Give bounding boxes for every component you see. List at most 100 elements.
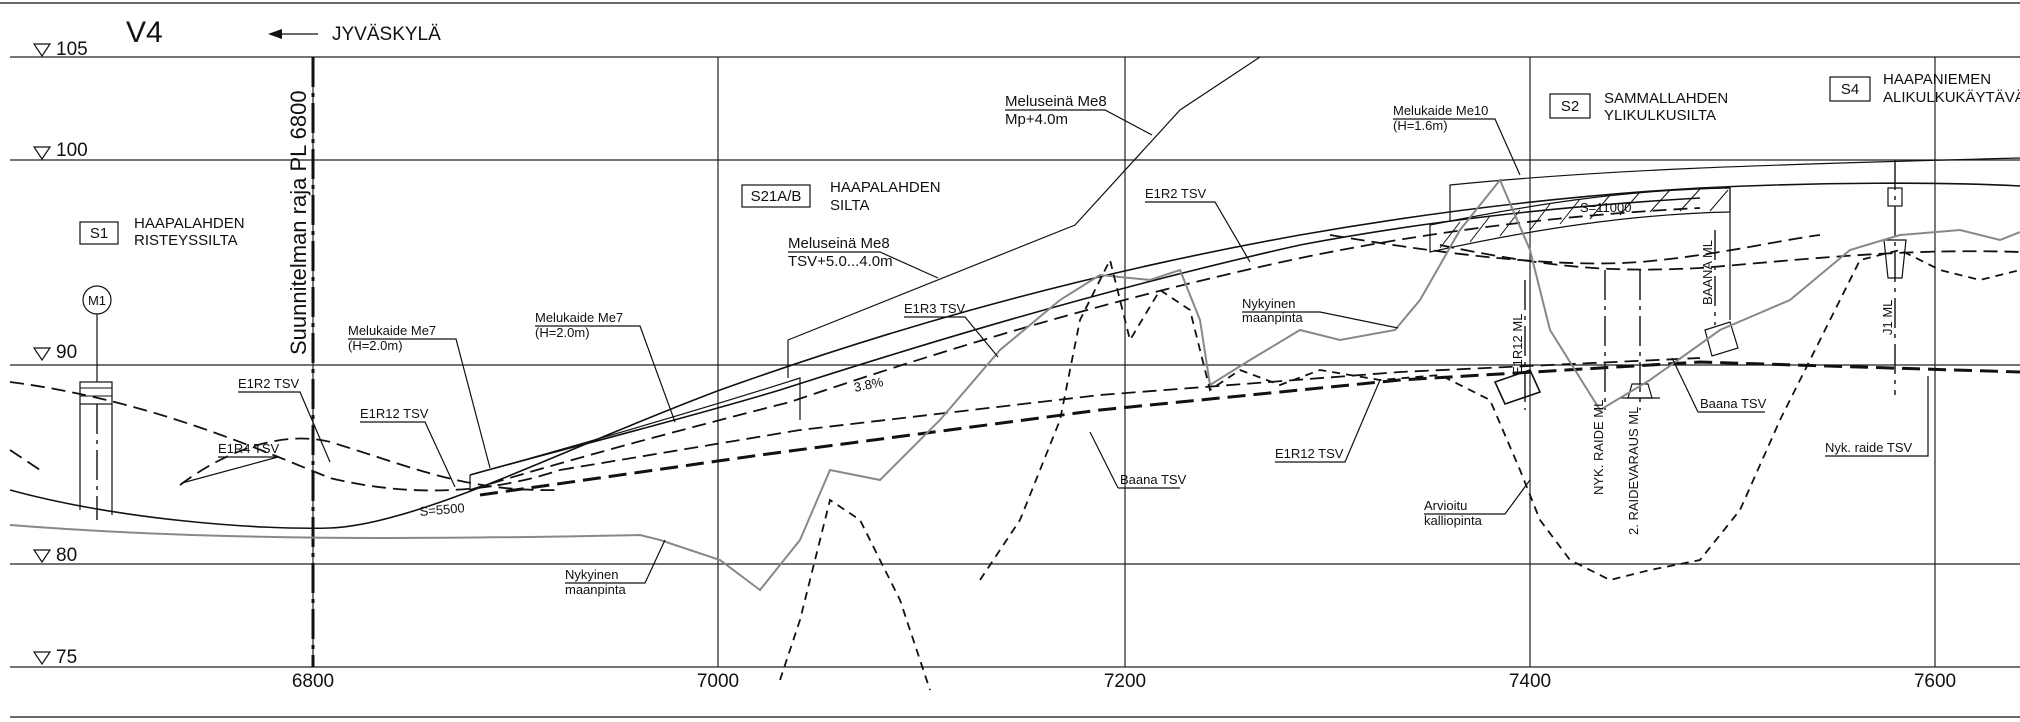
svg-text:maanpinta: maanpinta [565,582,626,597]
label-e1r2-right: E1R2 TSV [1145,186,1251,263]
svg-text:Mp+4.0m: Mp+4.0m [1005,111,1068,128]
svg-text:105: 105 [56,39,88,60]
structure-s4: S4 HAAPANIEMEN ALIKULKUKÄYTÄVÄ [1829,71,2020,106]
label-e1r12-left: E1R12 TSV [360,406,456,488]
road-profile-dash [469,207,1701,491]
label-raidevaraus-ml: 2. RAIDEVARAUS ML [1626,407,1641,535]
svg-text:Baana TSV: Baana TSV [1120,472,1187,487]
label-e1r3: E1R3 TSV [904,301,999,358]
label-baana-ml: BAANA ML [1700,240,1715,305]
svg-text:S1: S1 [90,225,108,242]
rock-surface-line [779,249,2020,691]
label-nyk-raide-ml: NYK. RAIDE ML [1591,400,1606,495]
svg-text:E1R2 TSV: E1R2 TSV [1145,186,1207,201]
label-ground-right: Nykyinen maanpinta [1242,296,1399,329]
label-me7a: Melukaide Me7 (H=2.0m) [348,323,491,469]
svg-text:HAAPALAHDEN: HAAPALAHDEN [830,179,941,196]
svg-text:HAAPANIEMEN: HAAPANIEMEN [1883,71,1991,88]
svg-text:TSV+5.0...4.0m: TSV+5.0...4.0m [788,253,893,270]
label-e1r2-left: E1R2 TSV [238,376,331,463]
e1r12-dash-profile [559,357,1701,471]
svg-text:E1R12 TSV: E1R12 TSV [360,406,429,421]
label-e1r12-right: E1R12 TSV [1275,379,1381,463]
e1r2-right-dash [1439,244,2020,271]
svg-text:SAMMALLAHDEN: SAMMALLAHDEN [1604,90,1728,107]
svg-text:80: 80 [56,545,77,566]
svg-text:E1R3 TSV: E1R3 TSV [904,301,966,316]
svg-text:Nyk. raide TSV: Nyk. raide TSV [1825,440,1913,455]
svg-text:100: 100 [56,140,88,161]
level-marker-105: 105 [32,39,88,60]
left-edge-dash [9,449,41,471]
direction-label: JYVÄSKYLÄ [332,24,441,45]
label-baana-tsv: Baana TSV [1089,431,1187,489]
svg-text:Baana TSV: Baana TSV [1700,396,1767,411]
svg-text:maanpinta: maanpinta [1242,310,1303,325]
svg-text:E1R12 TSV: E1R12 TSV [1275,446,1344,461]
station-label-7000: 7000 [697,671,739,692]
tunnel-section-baana [1493,321,1739,405]
svg-text:S2: S2 [1561,98,1579,115]
structure-s1: S1 HAAPALAHDEN RISTEYSSILTA [79,215,245,249]
label-me8a: Meluseinä Me8 TSV+5.0...4.0m [788,235,939,279]
view-label: V4 [126,16,163,49]
grade-label: 3.8% [853,374,886,395]
m1-pier: M1 [79,285,113,520]
svg-text:M1: M1 [88,293,106,308]
svg-text:S=11000: S=11000 [1580,200,1631,215]
svg-text:Melukaide Me10: Melukaide Me10 [1393,103,1488,118]
s2-bridge-deck: S=11000 [1429,157,2020,320]
svg-text:S21A/B: S21A/B [751,188,802,205]
label-e1r4: E1R4 TSV [181,441,280,484]
svg-text:ALIKULKUKÄYTÄVÄ: ALIKULKUKÄYTÄVÄ [1883,89,2020,106]
noise-barrier-me7 [469,377,801,492]
svg-text:HAAPALAHDEN: HAAPALAHDEN [134,215,245,232]
svg-text:Nykyinen: Nykyinen [565,567,618,582]
level-marker-100: 100 [32,140,88,161]
plan-boundary-label: Suunnitelman raja PL 6800 [286,90,311,355]
structure-s21: S21A/B HAAPALAHDEN SILTA [741,179,941,214]
label-me8b: Meluseinä Me8 Mp+4.0m [1005,93,1153,136]
svg-text:Meluseinä Me8: Meluseinä Me8 [788,235,890,252]
noise-wall-me8 [787,56,1261,341]
svg-text:YLIKULKUSILTA: YLIKULKUSILTA [1604,107,1716,124]
direction-arrow-icon [268,29,318,39]
svg-text:Nykyinen: Nykyinen [1242,296,1295,311]
level-marker-75: 75 [32,647,77,668]
svg-text:Melukaide Me7: Melukaide Me7 [348,323,436,338]
level-marker-90: 90 [32,342,77,363]
label-baana-tsv2: Baana TSV [1671,357,1767,413]
svg-text:Arvioitu: Arvioitu [1424,498,1467,513]
svg-text:Meluseinä Me8: Meluseinä Me8 [1005,93,1107,110]
svg-text:RISTEYSSILTA: RISTEYSSILTA [134,232,238,249]
svg-text:S4: S4 [1841,81,1859,98]
label-e1r12-ml: E1R12 ML [1510,314,1525,375]
curve-radius-label: S=5500 [419,500,465,519]
svg-text:kalliopinta: kalliopinta [1424,513,1483,528]
structure-s2: S2 SAMMALLAHDEN YLIKULKUSILTA [1549,90,1728,124]
e1r4-dash [179,437,561,491]
label-me7b: Melukaide Me7 (H=2.0m) [535,310,676,423]
svg-text:SILTA: SILTA [830,197,869,214]
svg-text:E1R4 TSV: E1R4 TSV [218,441,280,456]
main-road-profile [9,182,2020,530]
svg-text:(H=2.0m): (H=2.0m) [348,338,403,353]
station-label-7600: 7600 [1914,671,1956,692]
label-ground-left: Nykyinen maanpinta [565,539,666,597]
svg-text:E1R2 TSV: E1R2 TSV [238,376,300,391]
label-me10: Melukaide Me10 (H=1.6m) [1393,103,1521,176]
e1r2-left-dash [9,381,561,492]
station-label-7400: 7400 [1509,671,1551,692]
station-label-7200: 7200 [1104,671,1146,692]
baana-dash-profile [479,360,2020,497]
bridge-deck-dash [1329,234,1821,265]
label-nyk-raide-tsv: Nyk. raide TSV [1825,376,1929,457]
svg-text:75: 75 [56,647,77,668]
label-rock: Arvioitu kalliopinta [1424,479,1531,528]
level-marker-80: 80 [32,545,77,566]
svg-text:90: 90 [56,342,77,363]
svg-text:(H=1.6m): (H=1.6m) [1393,118,1448,133]
existing-ground-line [9,178,2020,592]
